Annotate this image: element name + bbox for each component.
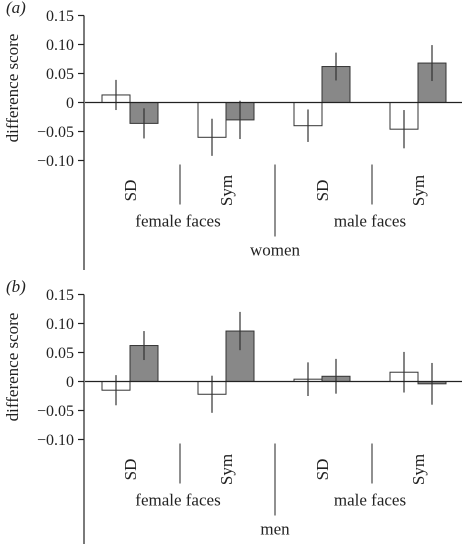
y-tick-label: −0.05: [37, 403, 74, 420]
y-tick-label: 0.10: [46, 37, 74, 54]
y-tick-label: 0.10: [46, 316, 74, 333]
group-label: male faces: [334, 212, 406, 231]
y-tick-label: −0.10: [37, 432, 74, 449]
participant-label: men: [260, 520, 290, 539]
y-tick-label: 0.15: [46, 8, 74, 25]
panel-label: (a): [6, 0, 26, 17]
y-axis-title: difference score: [3, 313, 22, 422]
y-tick-label: −0.05: [37, 124, 74, 141]
category-label: Sym: [409, 454, 428, 485]
y-axis-title: difference score: [3, 34, 22, 143]
category-label: Sym: [217, 175, 236, 206]
panel-women: (a) difference score 0.15 0.10 0.05 0 −0.05 −0.…: [3, 0, 462, 270]
category-label: Sym: [217, 454, 236, 485]
group-label: female faces: [135, 212, 220, 231]
category-label: SD: [313, 180, 332, 202]
y-tick-label: 0.05: [46, 66, 74, 83]
y-tick-label: 0.05: [46, 345, 74, 362]
panel-label: (b): [6, 277, 26, 296]
category-label: SD: [121, 459, 140, 481]
y-tick-label: 0: [66, 95, 74, 112]
category-label: Sym: [409, 175, 428, 206]
panel-men: (b) difference score 0.15 0.10 0.05 0 −0.05 −0.…: [3, 277, 462, 544]
category-label: SD: [313, 459, 332, 481]
y-tick-label: 0.15: [46, 287, 74, 304]
group-label: male faces: [334, 491, 406, 510]
group-label: female faces: [135, 491, 220, 510]
y-tick-label: −0.10: [37, 153, 74, 170]
participant-label: women: [250, 241, 301, 260]
y-tick-label: 0: [66, 374, 74, 391]
category-label: SD: [121, 180, 140, 202]
